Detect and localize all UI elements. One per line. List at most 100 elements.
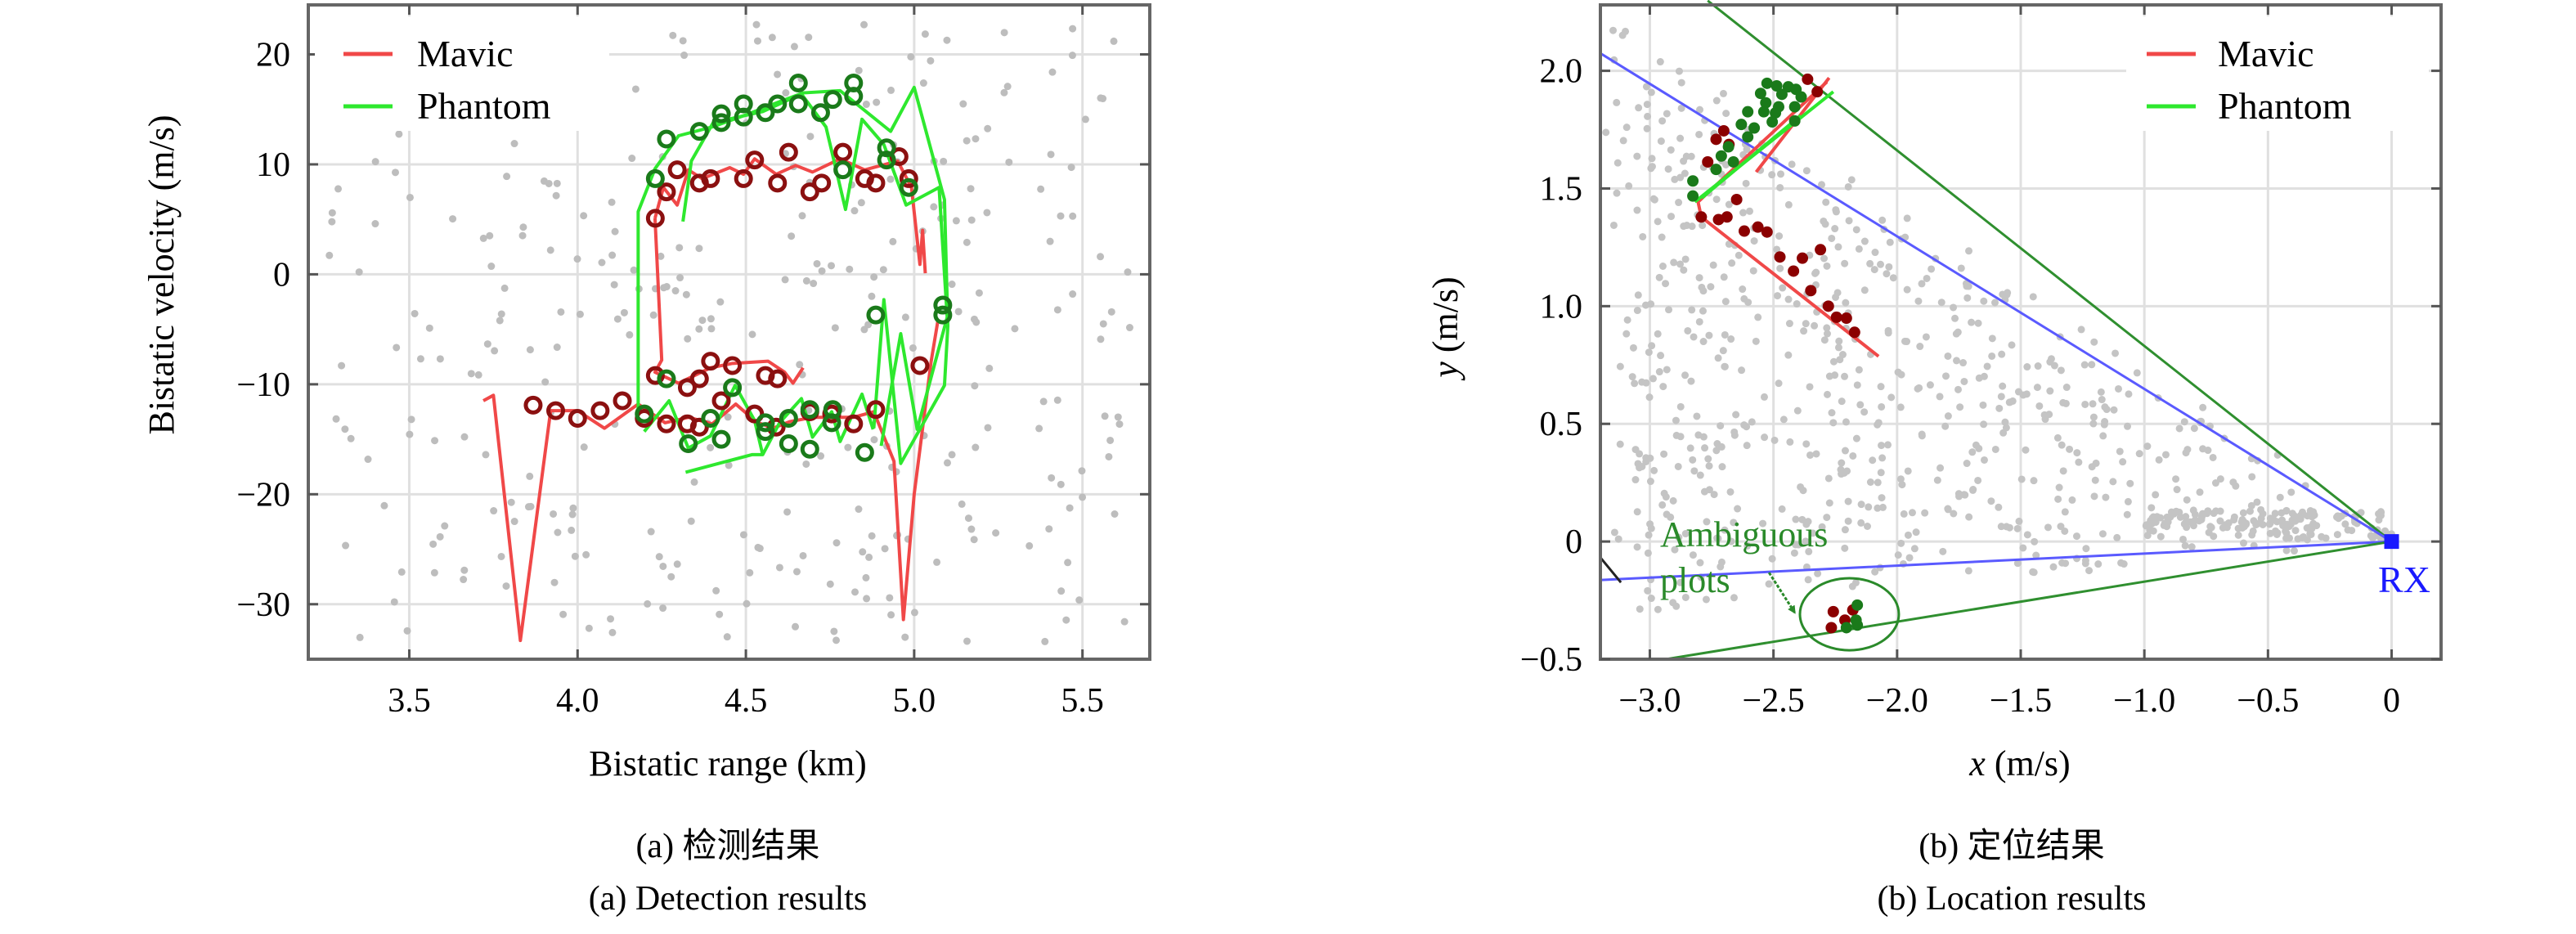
clutter-dot [943, 459, 951, 467]
clutter-dot [630, 266, 638, 274]
clutter-dot [1081, 115, 1089, 123]
phantom-detection-marker [866, 305, 886, 325]
clutter-dot [1643, 124, 1651, 132]
x-tick-label: −3.0 [1618, 682, 1681, 720]
clutter-dot [1048, 474, 1056, 482]
clutter-dot [2046, 358, 2054, 366]
clutter-dot [972, 135, 980, 143]
clutter-dot [1721, 330, 1729, 339]
clutter-dot [540, 177, 548, 185]
clutter-dot [1658, 117, 1667, 125]
clutter-dot [967, 525, 976, 533]
clutter-dot [1717, 442, 1726, 451]
clutter-dot [2072, 532, 2080, 541]
clutter-dot [964, 514, 972, 523]
clutter-dot [1025, 541, 1034, 550]
clutter-dot [1734, 505, 1742, 513]
clutter-dot [1908, 509, 1916, 517]
phantom-detection-marker [877, 138, 896, 158]
phantom-location-marker [1754, 88, 1766, 100]
mavic-detection-marker [689, 369, 709, 388]
clutter-dot [1847, 176, 1856, 184]
clutter-dot [1696, 106, 1704, 114]
phantom-location-marker [1742, 106, 1754, 118]
phantom-detection-marker [933, 305, 953, 325]
y-tick-label: 10 [256, 146, 290, 184]
clutter-dot [1987, 497, 1995, 505]
clutter-dot [2090, 338, 2098, 346]
clutter-dot [371, 220, 379, 228]
clutter-dot [328, 209, 336, 217]
clutter-dot [1900, 510, 1908, 518]
clutter-dot [1824, 474, 1833, 483]
x-axis-label: Bistatic range (km) [589, 743, 867, 784]
clutter-dot [971, 382, 979, 390]
y-axis-label: y (m/s) [1425, 276, 1465, 380]
mavic-detection-marker [657, 182, 676, 202]
clutter-dot [2290, 547, 2298, 555]
clutter-dot [1995, 503, 2003, 511]
clutter-dot [1874, 478, 1882, 487]
clutter-dot [2119, 458, 2127, 466]
clutter-dot [500, 284, 509, 292]
clutter-dot [1676, 134, 1685, 142]
clutter-dot [1884, 329, 1892, 337]
clutter-dot [1644, 586, 1652, 595]
clutter-dot [1045, 525, 1053, 533]
clutter-dot [2282, 506, 2291, 514]
clutter-dot [970, 536, 978, 544]
clutter-dot [576, 310, 584, 318]
clutter-dot [1675, 533, 1683, 541]
clutter-dot [2209, 453, 2217, 461]
clutter-dot [1046, 237, 1054, 245]
clutter-dot [1636, 605, 1644, 613]
clutter-dot [2135, 450, 2143, 458]
clutter-dot [2081, 400, 2089, 408]
clutter-dot [698, 317, 707, 325]
clutter-dot [403, 626, 411, 635]
clutter-dot [886, 175, 895, 183]
phantom-detection-marker [756, 413, 775, 433]
clutter-dot [723, 633, 731, 641]
clutter-dot [1699, 433, 1708, 441]
x-tick-label: −1.5 [1990, 682, 2052, 720]
clutter-dot [1812, 268, 1820, 276]
clutter-dot [1759, 519, 1767, 528]
clutter-dot [1865, 503, 1873, 511]
annotation-line-2: plots [1660, 560, 1730, 600]
clutter-dot [1609, 26, 1618, 34]
clutter-dot [1057, 212, 1065, 220]
clutter-dot [684, 335, 692, 343]
clutter-dot [768, 34, 776, 42]
clutter-dot [1000, 88, 1008, 97]
clutter-dot [1712, 195, 1721, 204]
clutter-dot [1654, 218, 1662, 226]
clutter-dot [1066, 504, 1074, 512]
clutter-dot [2279, 522, 2287, 530]
clutter-dot [332, 415, 340, 423]
clutter-dot [2023, 531, 2031, 539]
clutter-dot [1618, 31, 1627, 39]
clutter-dot [959, 100, 967, 108]
mavic-detection-marker [677, 378, 697, 397]
clutter-dot [2189, 506, 2197, 514]
clutter-dot [846, 265, 854, 273]
mavic-location-marker [1840, 312, 1852, 325]
clutter-dot [1602, 128, 1610, 137]
clutter-dot [983, 209, 991, 217]
clutter-dot [1855, 366, 1863, 374]
clutter-dot [1742, 179, 1750, 187]
clutter-dot [1663, 366, 1671, 374]
clutter-dot [1853, 381, 1861, 389]
x-axis-unit: (m/s) [1986, 743, 2071, 784]
x-tick-label: −2.5 [1743, 682, 1805, 720]
clutter-dot [799, 551, 807, 559]
clutter-dot [1730, 519, 1738, 527]
clutter-dot [1806, 383, 1814, 391]
clutter-dot [1842, 299, 1850, 307]
mavic-detection-marker [734, 168, 753, 188]
clutter-dot [1838, 397, 1846, 406]
clutter-dot [2044, 523, 2052, 532]
clutter-dot [963, 238, 971, 246]
clutter-dot [802, 276, 810, 285]
